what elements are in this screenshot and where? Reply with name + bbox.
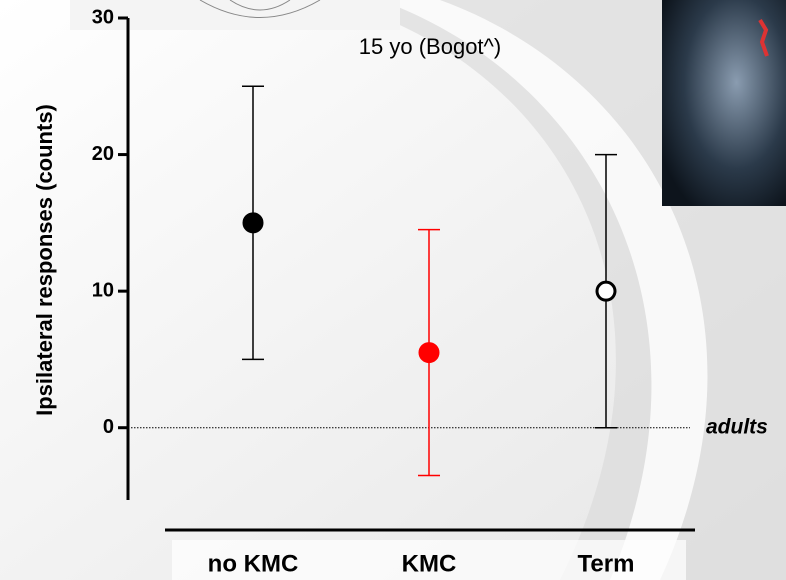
x-tick-label: no KMC [208, 550, 299, 577]
y-axis-label: Ipsilateral responses (counts) [32, 104, 57, 416]
chart-subtitle: 15 yo (Bogot^) [359, 34, 501, 59]
marker [597, 282, 615, 300]
x-tick-label: Term [578, 550, 635, 577]
chart: 15 yo (Bogot^) Ipsilateral responses (co… [0, 0, 786, 580]
marker [244, 214, 262, 232]
x-tick-label: KMC [402, 550, 457, 577]
brain-drawing [70, 0, 400, 30]
y-tick-label: 0 [103, 416, 114, 438]
marker [420, 344, 438, 362]
y-tick-label: 30 [92, 6, 114, 28]
y-tick-label: 10 [92, 279, 114, 301]
y-tick-label: 20 [92, 143, 114, 165]
reference-label: adults [706, 415, 768, 438]
